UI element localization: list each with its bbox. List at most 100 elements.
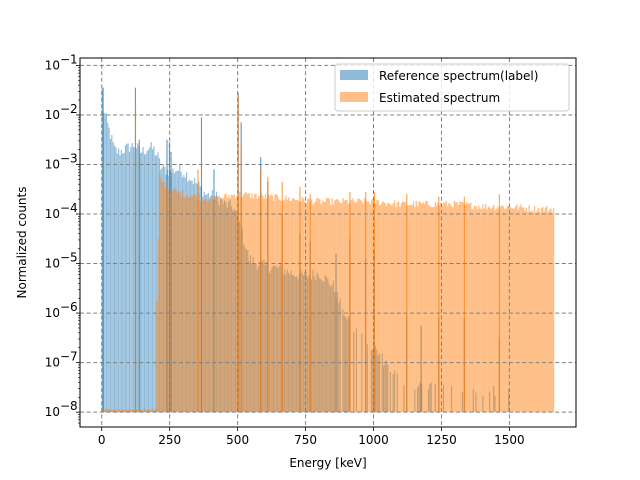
estimated-bar — [162, 181, 165, 413]
estimated-peak — [349, 191, 351, 413]
estimated-bar — [354, 202, 356, 413]
estimated-bar — [459, 201, 461, 413]
estimated-bar — [234, 198, 237, 413]
estimated-bar — [270, 194, 272, 413]
estimated-bar — [194, 194, 196, 413]
estimated-bar — [183, 196, 185, 413]
estimated-bar — [200, 196, 203, 413]
estimated-bar — [210, 195, 212, 413]
estimated-bar — [528, 205, 530, 413]
estimated-bar — [187, 195, 189, 413]
estimated-bar — [247, 194, 249, 413]
estimated-bar — [391, 205, 393, 413]
estimated-bar — [302, 198, 305, 413]
estimated-bar — [551, 212, 553, 413]
reference-bar — [101, 88, 103, 413]
estimated-bar — [474, 206, 476, 413]
estimated-peak — [406, 194, 408, 413]
estimated-bar — [392, 203, 394, 413]
estimated-bar — [278, 199, 280, 413]
y-tick-label: 10 — [45, 58, 60, 72]
estimated-bar — [483, 208, 485, 413]
estimated-bar — [497, 206, 499, 413]
y-axis-label: Normalized counts — [15, 187, 29, 299]
estimated-bar — [324, 201, 326, 413]
legend-swatch-reference — [340, 70, 368, 80]
reference-bar — [120, 149, 122, 413]
estimated-bar — [408, 204, 411, 413]
estimated-bar — [214, 199, 216, 413]
estimated-bar — [366, 201, 369, 413]
estimated-bar — [501, 205, 503, 413]
plot-frame — [79, 57, 577, 428]
estimated-bar — [513, 208, 515, 413]
x-tick-label: 1250 — [426, 433, 457, 447]
estimated-bar — [546, 206, 548, 413]
estimated-bar — [263, 198, 265, 413]
y-tick-exponent: −7 — [60, 350, 78, 364]
estimated-bar — [415, 200, 418, 413]
estimated-bar — [262, 195, 264, 413]
legend-box — [334, 63, 570, 112]
reference-bar — [153, 146, 155, 413]
reference-peak — [102, 87, 104, 413]
estimated-bar — [387, 202, 389, 413]
estimated-bar — [520, 204, 522, 413]
estimated-bar — [355, 202, 358, 413]
estimated-bar — [332, 204, 335, 413]
estimated-bar — [464, 204, 466, 413]
estimated-bar — [381, 201, 384, 413]
estimated-bar — [550, 208, 552, 413]
estimated-peak — [260, 166, 262, 413]
estimated-bar — [294, 200, 297, 413]
x-tick-label: 1000 — [358, 433, 389, 447]
reference-bar — [123, 153, 125, 413]
estimated-bar — [297, 200, 299, 413]
reference-bar — [146, 151, 148, 413]
estimated-bar — [446, 206, 449, 413]
estimated-peak — [281, 181, 283, 413]
estimated-bar — [215, 195, 218, 413]
estimated-bar — [523, 207, 525, 413]
estimated-bar — [308, 198, 310, 413]
estimated-peak — [197, 169, 199, 413]
estimated-bar — [158, 173, 161, 413]
reference-bar — [142, 146, 144, 413]
estimated-bar — [378, 205, 381, 413]
estimated-bar — [531, 210, 533, 413]
estimated-bar — [343, 200, 345, 413]
estimated-bar — [426, 201, 428, 413]
estimated-bar — [290, 200, 292, 413]
reference-bar — [150, 142, 152, 413]
reference-bar — [104, 113, 106, 413]
estimated-bar — [448, 203, 450, 413]
estimated-bar — [229, 198, 231, 413]
estimated-peak — [365, 191, 367, 413]
estimated-bar — [168, 190, 170, 413]
estimated-bar — [376, 199, 378, 413]
estimated-bar — [396, 202, 398, 413]
estimated-bar — [539, 212, 541, 413]
estimated-bar — [505, 208, 507, 413]
estimated-bar — [175, 189, 177, 413]
estimated-bar — [327, 198, 329, 413]
estimated-bar — [467, 203, 469, 413]
reference-bar — [112, 142, 114, 413]
estimated-bar — [441, 205, 443, 413]
reference-bar — [135, 148, 137, 413]
reference-bar — [147, 149, 150, 413]
estimated-bar — [304, 201, 306, 413]
reference-bar — [154, 155, 156, 413]
estimated-bar — [205, 199, 207, 413]
estimated-peak — [438, 196, 440, 413]
reference-bar — [131, 143, 133, 413]
y-tick-exponent: −2 — [60, 102, 78, 116]
estimated-bar — [472, 209, 475, 413]
estimated-bar — [300, 201, 302, 413]
reference-bar — [111, 134, 113, 413]
estimated-bar — [202, 201, 204, 413]
reference-bar — [139, 153, 141, 413]
estimated-bar — [211, 198, 214, 413]
estimated-bar — [306, 199, 309, 413]
